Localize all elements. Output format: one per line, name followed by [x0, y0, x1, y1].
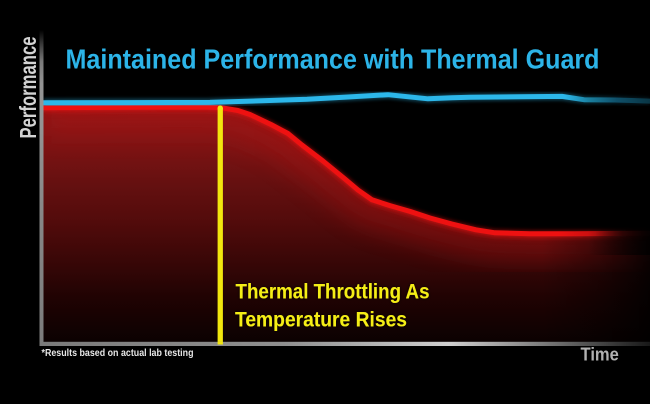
- svg-text:*Results based on actual lab t: *Results based on actual lab testing: [42, 347, 194, 359]
- svg-text:Maintained Performance with Th: Maintained Performance with Thermal Guar…: [66, 44, 600, 75]
- svg-text:Thermal Throttling As: Thermal Throttling As: [236, 281, 430, 304]
- svg-text:Time: Time: [581, 345, 619, 365]
- svg-text:Temperature Rises: Temperature Rises: [235, 309, 407, 332]
- svg-text:Performance: Performance: [15, 37, 41, 139]
